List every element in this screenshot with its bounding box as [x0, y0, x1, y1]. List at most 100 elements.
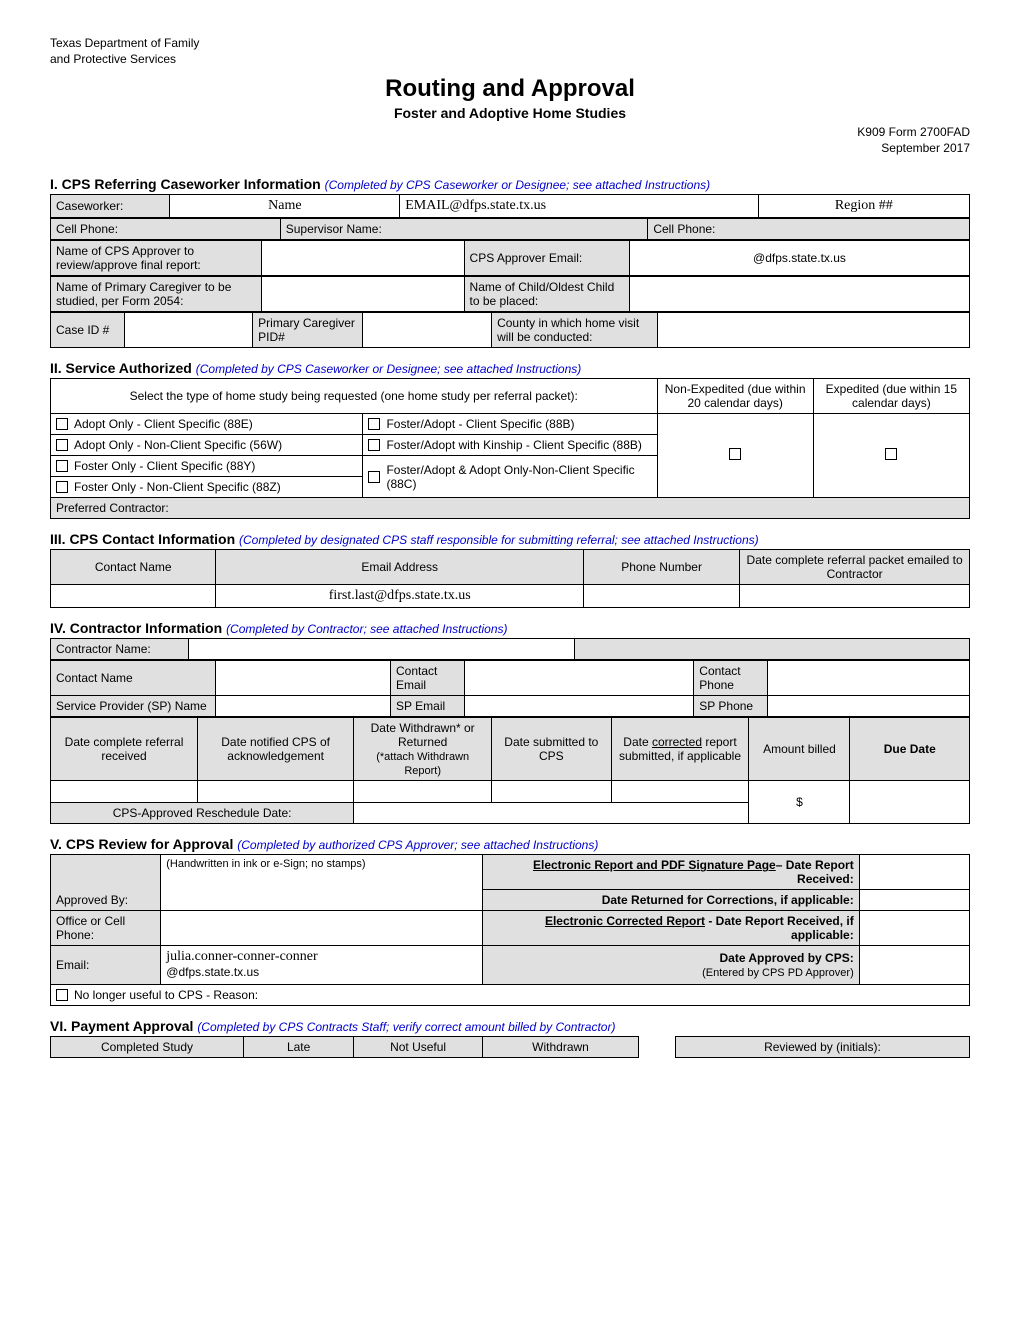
amount-billed-field[interactable]: $	[749, 781, 850, 824]
date-submitted-field[interactable]	[492, 781, 611, 803]
h-date-notified: Date notified CPS of acknowledgement	[198, 718, 354, 781]
date-emailed-field[interactable]	[740, 585, 970, 608]
contact-phone-field[interactable]	[584, 585, 740, 608]
section3-heading: III. CPS Contact Information (Completed …	[50, 531, 970, 547]
approver-email-field[interactable]: @dfps.state.tx.us	[629, 241, 969, 276]
approver-name-field[interactable]	[262, 241, 464, 276]
exp-checkbox[interactable]	[813, 414, 969, 498]
checkbox-icon[interactable]	[56, 439, 68, 451]
h-due-date: Due Date	[850, 718, 970, 781]
no-longer-cell[interactable]: No longer useful to CPS - Reason:	[51, 985, 970, 1006]
checkbox-icon[interactable]	[56, 460, 68, 472]
section2-heading: II. Service Authorized (Completed by CPS…	[50, 360, 970, 376]
section4-table: Contractor Name:	[50, 638, 970, 660]
r3-field[interactable]	[859, 911, 969, 946]
sp-name-label: Service Provider (SP) Name	[51, 696, 216, 717]
r1-field[interactable]	[859, 855, 969, 890]
h-date-corrected: Date corrected report submitted, if appl…	[611, 718, 749, 781]
checkbox-icon[interactable]	[56, 989, 68, 1001]
checkbox-icon[interactable]	[368, 439, 380, 451]
reschedule-field[interactable]	[354, 803, 749, 824]
sp-name-field[interactable]	[216, 696, 391, 717]
h-amount: Amount billed	[749, 718, 850, 781]
c2: Late	[243, 1037, 353, 1058]
county-field[interactable]	[657, 313, 970, 348]
contact-phone-field4[interactable]	[767, 661, 969, 696]
caseworker-email[interactable]: EMAIL@dfps.state.tx.us	[400, 195, 758, 218]
email-field5[interactable]: julia.conner-conner-conner@dfps.state.tx…	[161, 946, 483, 985]
h-date-submitted: Date submitted to CPS	[492, 718, 611, 781]
contact-name-label: Contact Name	[51, 661, 216, 696]
opt7-cell[interactable]: Foster Only - Non-Client Specific (88Z)	[51, 477, 363, 498]
caregiver-label: Name of Primary Caregiver to be studied,…	[51, 277, 262, 312]
cellphone-label: Cell Phone:	[51, 219, 281, 240]
phone-label5: Office or Cell Phone:	[51, 911, 161, 946]
approved-by-field[interactable]: (Handwritten in ink or e-Sign; no stamps…	[161, 855, 483, 911]
section6-heading: VI. Payment Approval (Completed by CPS C…	[50, 1018, 970, 1034]
col-date-emailed: Date complete referral packet emailed to…	[740, 550, 970, 585]
section1-heading: I. CPS Referring Caseworker Information …	[50, 176, 970, 192]
reschedule-label: CPS-Approved Reschedule Date:	[51, 803, 354, 824]
preferred-contractor-label: Preferred Contractor:	[51, 498, 970, 519]
c5: Reviewed by (initials):	[675, 1037, 969, 1058]
approver-label: Name of CPS Approver to review/approve f…	[51, 241, 262, 276]
date-received-field[interactable]	[51, 781, 198, 803]
date-withdrawn-field[interactable]	[354, 781, 492, 803]
date-notified-field[interactable]	[198, 781, 354, 803]
contact-email-field[interactable]: first.last@dfps.state.tx.us	[216, 585, 584, 608]
contact-name-field4[interactable]	[216, 661, 391, 696]
opt2-cell[interactable]: Foster/Adopt - Client Specific (88B)	[363, 414, 657, 435]
opt1-cell[interactable]: Adopt Only - Client Specific (88E)	[51, 414, 363, 435]
section5-heading: V. CPS Review for Approval (Completed by…	[50, 836, 970, 852]
r2-label: Date Returned for Corrections, if applic…	[482, 890, 859, 911]
child-field[interactable]	[629, 277, 969, 312]
section3-table: Contact Name Email Address Phone Number …	[50, 549, 970, 608]
checkbox-icon[interactable]	[368, 418, 380, 430]
checkbox-icon[interactable]	[56, 481, 68, 493]
caseworker-label: Caseworker:	[51, 195, 170, 218]
c1: Completed Study	[51, 1037, 244, 1058]
phone-field5[interactable]	[161, 911, 483, 946]
sp-email-field[interactable]	[464, 696, 694, 717]
opt5-cell[interactable]: Foster Only - Client Specific (88Y)	[51, 456, 363, 477]
caseid-field[interactable]	[124, 313, 253, 348]
section4-dates: Date complete referral received Date not…	[50, 717, 970, 824]
caregiver-pid-label: Primary Caregiver PID#	[253, 313, 363, 348]
form-meta: K909 Form 2700FAD September 2017	[50, 125, 970, 156]
r1-label: Electronic Report and PDF Signature Page…	[482, 855, 859, 890]
approved-by-label: Approved By:	[51, 855, 161, 911]
col-email: Email Address	[216, 550, 584, 585]
cellphone2-label: Cell Phone:	[648, 219, 970, 240]
r2-field[interactable]	[859, 890, 969, 911]
section5-table: Approved By: (Handwritten in ink or e-Si…	[50, 854, 970, 1006]
opt6-cell[interactable]: Foster/Adopt & Adopt Only-Non-Client Spe…	[363, 456, 657, 498]
caseworker-name[interactable]: Name	[170, 195, 400, 218]
spacer	[639, 1037, 676, 1058]
contact-email-field4[interactable]	[464, 661, 694, 696]
county-label: County in which home visit will be condu…	[492, 313, 657, 348]
r4-field[interactable]	[859, 946, 969, 985]
contractor-name-spacer	[574, 639, 969, 660]
checkbox-icon[interactable]	[368, 471, 380, 483]
opt4-cell[interactable]: Foster/Adopt with Kinship - Client Speci…	[363, 435, 657, 456]
due-date-field[interactable]	[850, 781, 970, 824]
checkbox-icon[interactable]	[56, 418, 68, 430]
select-type-label: Select the type of home study being requ…	[51, 379, 658, 414]
expedited-header: Expedited (due within 15 calendar days)	[813, 379, 969, 414]
contractor-name-field[interactable]	[188, 639, 574, 660]
contractor-name-label: Contractor Name:	[51, 639, 189, 660]
date-corrected-field[interactable]	[611, 781, 749, 803]
sp-phone-field[interactable]	[767, 696, 969, 717]
caregiver-pid-field[interactable]	[363, 313, 492, 348]
col-contact-name: Contact Name	[51, 550, 216, 585]
section1-row3: Name of CPS Approver to review/approve f…	[50, 240, 970, 276]
section6-table: Completed Study Late Not Useful Withdraw…	[50, 1036, 970, 1058]
contact-name-field[interactable]	[51, 585, 216, 608]
child-label: Name of Child/Oldest Child to be placed:	[464, 277, 629, 312]
form-title: Routing and Approval	[50, 75, 970, 103]
c3: Not Useful	[354, 1037, 483, 1058]
opt3-cell[interactable]: Adopt Only - Non-Client Specific (56W)	[51, 435, 363, 456]
non-exp-checkbox[interactable]	[657, 414, 813, 498]
region-field[interactable]: Region ##	[758, 195, 969, 218]
caregiver-field[interactable]	[262, 277, 464, 312]
